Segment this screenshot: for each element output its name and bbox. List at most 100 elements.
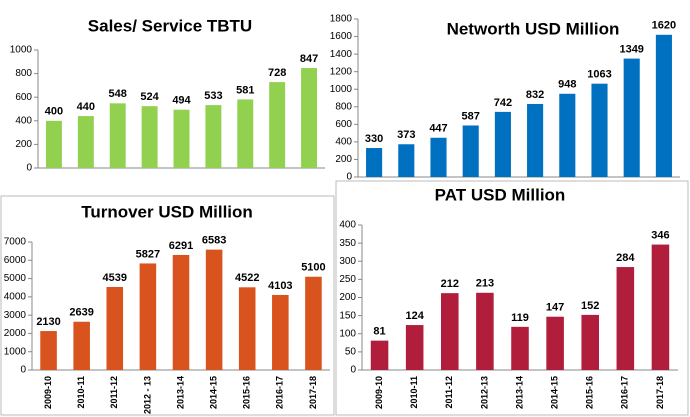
x-tick-label: 2016-17 xyxy=(620,376,630,409)
value-label: 4522 xyxy=(235,272,259,284)
x-tick-label: 2011-12 xyxy=(109,376,119,409)
bar xyxy=(511,326,529,370)
y-tick-label: 1000 xyxy=(10,45,33,56)
value-label: 284 xyxy=(616,252,635,264)
bar xyxy=(305,276,322,370)
value-label: 5100 xyxy=(301,262,325,274)
bar xyxy=(141,106,158,168)
value-label: 81 xyxy=(373,326,385,338)
bar xyxy=(237,99,254,168)
value-label: 152 xyxy=(581,300,599,312)
bar xyxy=(591,83,608,177)
value-label: 581 xyxy=(236,84,254,96)
y-tick-label: 100 xyxy=(339,328,356,339)
value-label: 119 xyxy=(511,312,529,324)
bar xyxy=(546,316,564,370)
value-label: 524 xyxy=(140,91,159,103)
value-label: 533 xyxy=(204,90,222,102)
y-tick-label: 0 xyxy=(346,172,352,183)
bar xyxy=(616,267,635,370)
bar xyxy=(238,287,256,370)
bar xyxy=(45,120,62,168)
y-tick-label: 5000 xyxy=(4,273,27,284)
value-label: 494 xyxy=(172,95,191,107)
value-label: 728 xyxy=(268,67,286,79)
bar xyxy=(462,125,479,177)
y-tick-label: 400 xyxy=(339,220,356,231)
value-label: 212 xyxy=(441,278,459,290)
bar xyxy=(398,144,415,177)
x-tick-label: 2010-11 xyxy=(409,376,419,409)
bar xyxy=(441,293,459,370)
bar xyxy=(430,137,447,177)
value-label: 2130 xyxy=(36,316,60,328)
value-label: 1349 xyxy=(619,43,643,55)
y-tick-label: 7000 xyxy=(4,237,27,248)
bar xyxy=(494,111,511,177)
x-tick-label: 2017-18 xyxy=(655,376,665,409)
bar xyxy=(40,331,57,370)
value-label: 147 xyxy=(546,302,564,314)
x-tick-label: 2012 - 13 xyxy=(142,376,152,414)
y-tick-label: 1000 xyxy=(330,84,353,95)
y-tick-label: 50 xyxy=(345,347,357,358)
bar xyxy=(269,82,286,168)
bar xyxy=(205,249,223,370)
value-label: 6583 xyxy=(202,235,226,247)
value-label: 124 xyxy=(405,310,424,322)
value-label: 548 xyxy=(109,88,127,100)
panel-frame xyxy=(0,195,335,416)
y-tick-label: 0 xyxy=(26,163,32,174)
y-tick-label: 1200 xyxy=(330,66,353,77)
y-tick-label: 600 xyxy=(335,119,352,130)
bar xyxy=(205,105,222,168)
bar xyxy=(476,292,494,370)
value-label: 330 xyxy=(365,133,383,145)
y-tick-label: 1800 xyxy=(330,14,353,25)
y-tick-label: 600 xyxy=(15,92,32,103)
x-tick-label: 2015-16 xyxy=(585,376,595,409)
bar xyxy=(370,340,389,370)
x-tick-label: 2014-15 xyxy=(208,376,218,409)
bar xyxy=(559,93,576,177)
y-tick-label: 250 xyxy=(339,274,356,285)
value-label: 213 xyxy=(476,278,494,290)
value-label: 847 xyxy=(300,53,318,65)
y-tick-label: 1000 xyxy=(4,346,27,357)
bar xyxy=(77,116,94,168)
chart-title: PAT USD Million xyxy=(435,185,566,204)
bar xyxy=(366,148,383,177)
bar xyxy=(109,103,126,168)
y-tick-label: 350 xyxy=(339,238,356,249)
value-label: 4103 xyxy=(268,280,292,292)
y-tick-label: 300 xyxy=(339,256,356,267)
value-label: 1063 xyxy=(587,69,611,81)
value-label: 832 xyxy=(526,89,544,101)
x-tick-label: 2017-18 xyxy=(308,376,318,409)
value-label: 587 xyxy=(462,110,480,122)
value-label: 4539 xyxy=(103,272,127,284)
y-tick-label: 800 xyxy=(335,101,352,112)
bar xyxy=(655,34,672,177)
value-label: 346 xyxy=(651,229,669,241)
chart-title: Sales/ Service TBTU xyxy=(88,16,252,35)
y-tick-label: 400 xyxy=(335,137,352,148)
y-tick-label: 200 xyxy=(335,154,352,165)
x-tick-label: 2009-10 xyxy=(43,376,53,409)
y-tick-label: 400 xyxy=(15,115,32,126)
x-tick-label: 2013-14 xyxy=(175,376,185,409)
bar xyxy=(173,109,190,168)
chart-title: Turnover USD Million xyxy=(81,202,253,221)
x-tick-label: 2013-14 xyxy=(514,376,524,409)
value-label: 440 xyxy=(77,101,95,113)
value-label: 447 xyxy=(429,123,447,135)
y-tick-label: 1600 xyxy=(330,31,353,42)
value-label: 2639 xyxy=(69,307,93,319)
y-tick-label: 0 xyxy=(350,365,356,376)
bar xyxy=(73,321,90,370)
bar xyxy=(623,58,640,177)
bar xyxy=(581,314,599,370)
y-tick-label: 1400 xyxy=(330,49,353,60)
value-label: 5827 xyxy=(136,248,160,260)
